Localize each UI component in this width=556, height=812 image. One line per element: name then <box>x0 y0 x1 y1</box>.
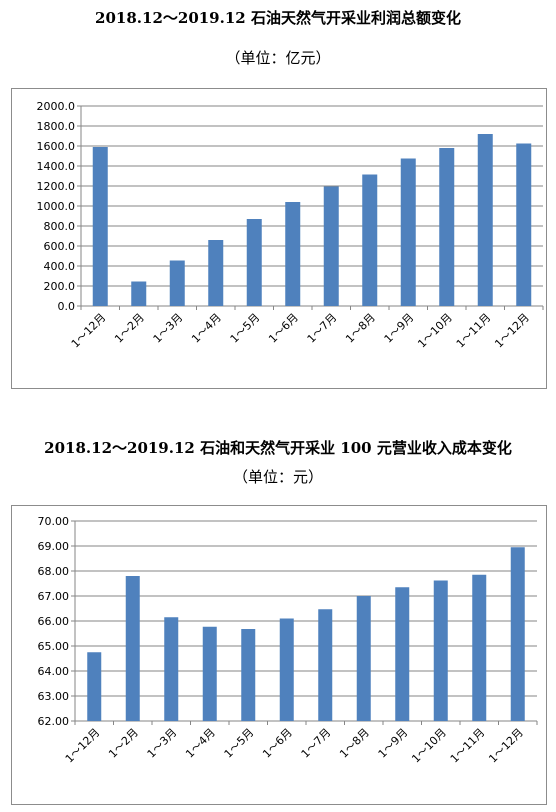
bar <box>362 174 378 306</box>
bar <box>208 240 224 306</box>
y-tick-label: 65.00 <box>38 640 70 653</box>
chart2-title: 2018.12～2019.12 石油和天然气开采业 100 元营业收入成本变化 <box>44 439 512 457</box>
y-tick-label: 0.0 <box>58 300 76 313</box>
x-category-label: 1～4月 <box>189 311 224 346</box>
x-category-label: 1～8月 <box>337 726 372 761</box>
bar <box>87 652 102 721</box>
chart2-svg: 62.00 63.00 64.00 65.00 66.00 67.00 68.00 69.00… <box>38 515 538 766</box>
chart2-frame: 62.00 63.00 64.00 65.00 66.00 67.00 68.00 69.00… <box>11 505 547 805</box>
bar <box>92 147 108 306</box>
y-tick-label: 1000.0 <box>37 200 76 213</box>
x-category-label: 1～9月 <box>376 726 411 761</box>
y-tick-label: 70.00 <box>38 515 70 528</box>
y-tick-label: 66.00 <box>38 615 70 628</box>
y-tick-label: 67.00 <box>38 590 70 603</box>
bar <box>472 574 487 721</box>
x-category-label: 1～5月 <box>228 311 263 346</box>
bar <box>318 609 333 721</box>
x-category-label: 1～7月 <box>305 311 340 346</box>
y-tick-label: 64.00 <box>38 665 70 678</box>
chart1-unit-label: （单位：亿元） <box>225 49 331 67</box>
x-category-label: 1～10月 <box>409 726 449 766</box>
bar <box>477 134 493 306</box>
x-category-label: 1～2月 <box>112 311 147 346</box>
bar <box>285 202 301 306</box>
bar <box>202 626 217 721</box>
y-tick-label: 1800.0 <box>37 120 76 133</box>
chart1-svg: 0.0 200.0 400.0 600.0 800.0 1000.0 1200.0 1400.… <box>37 100 544 351</box>
y-tick-label: 2000.0 <box>37 100 76 113</box>
y-tick-label: 68.00 <box>38 565 70 578</box>
y-tick-label: 63.00 <box>38 690 70 703</box>
x-category-label: 1～6月 <box>260 726 295 761</box>
chart1-title: 2018.12～2019.12 石油天然气开采业利润总额变化 <box>95 9 461 27</box>
x-category-label: 1～5月 <box>222 726 257 761</box>
bar <box>246 219 262 306</box>
bar <box>131 281 147 306</box>
y-tick-label: 800.0 <box>44 220 76 233</box>
bar <box>241 629 256 721</box>
y-tick-label: 69.00 <box>38 540 70 553</box>
x-category-label: 1～11月 <box>454 311 494 351</box>
x-category-label: 1～9月 <box>382 311 417 346</box>
bar <box>356 596 371 721</box>
x-category-label: 1～7月 <box>299 726 334 761</box>
x-category-label: 1～12月 <box>63 726 103 766</box>
y-tick-label: 62.00 <box>38 715 70 728</box>
bar <box>510 547 525 721</box>
bar <box>164 617 179 721</box>
x-category-label: 1～3月 <box>145 726 180 761</box>
bar <box>433 580 448 721</box>
y-tick-label: 1400.0 <box>37 160 76 173</box>
x-category-label: 1～4月 <box>183 726 218 761</box>
bar <box>279 618 294 721</box>
y-tick-label: 400.0 <box>44 260 76 273</box>
x-category-label: 1～3月 <box>151 311 186 346</box>
bar <box>323 186 339 306</box>
chart2-unit-label: （单位：元） <box>232 468 323 486</box>
y-tick-label: 600.0 <box>44 240 76 253</box>
x-category-label: 1～11月 <box>448 726 488 766</box>
chart1-frame: 0.0 200.0 400.0 600.0 800.0 1000.0 1200.0 1400.… <box>11 88 547 389</box>
x-category-label: 1～6月 <box>266 311 301 346</box>
x-category-label: 1～12月 <box>69 311 109 351</box>
x-category-label: 1～12月 <box>492 311 532 351</box>
y-tick-label: 1200.0 <box>37 180 76 193</box>
x-category-label: 1～10月 <box>415 311 455 351</box>
bar <box>400 158 416 306</box>
y-tick-label: 1600.0 <box>37 140 76 153</box>
x-category-label: 1～12月 <box>486 726 526 766</box>
x-category-label: 1～8月 <box>343 311 378 346</box>
x-category-label: 1～2月 <box>106 726 141 761</box>
bar <box>516 143 532 306</box>
y-tick-label: 200.0 <box>44 280 76 293</box>
bar <box>395 587 410 721</box>
bar <box>125 576 140 721</box>
bar <box>439 148 455 306</box>
bar <box>169 260 185 306</box>
